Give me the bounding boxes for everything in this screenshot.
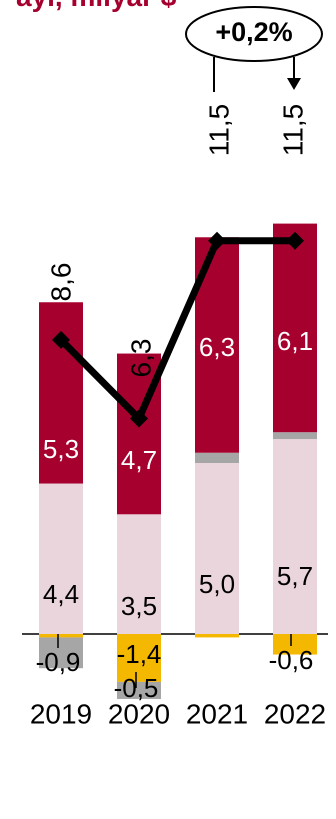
annotation-layer: +0,2% [185,6,323,92]
bars-layer [39,223,317,699]
bar-neg_yellow-2019 [39,634,83,638]
negative-label-2022: -0,6 [269,645,314,675]
annotation-text: +0,2% [215,17,292,47]
line-marker-2021 [208,231,226,250]
category-label-2021: 2021 [186,698,248,729]
bar-dark-2022 [273,223,317,433]
category-label-2020: 2020 [108,698,170,729]
bar-light-2022 [273,439,317,634]
bar-neg_yellow-2022 [273,634,317,655]
dark-label-2020: 4,7 [121,445,157,475]
light-label-2020: 3,5 [121,591,157,621]
dark-label-2019: 5,3 [43,434,79,464]
dark-label-2022: 6,1 [277,326,313,356]
line-series [58,237,295,425]
dark-label-2021: 6,3 [199,332,235,362]
line-marker-2022 [286,231,304,250]
bar-neg_yellow-2021 [195,634,239,638]
line-label-2019: 8,6 [45,263,76,302]
bar-neg_gray-2020 [117,681,161,699]
line-label-2020: 6,3 [125,339,156,378]
light-label-2021: 5,0 [199,569,235,599]
bar-gray_small-2022 [273,432,317,440]
line-marker-2019 [52,330,70,349]
annotation-arrow-head [287,78,301,90]
negative-label-2020: -1,4 [117,639,162,669]
labels-layer: 2019 2020 2021 2022 5,3 4,7 6,3 6,1 4,4 3,5 5,0 5,7… [30,104,326,730]
bar-light-2021 [195,463,239,634]
bar-light-2020 [117,514,161,634]
annotation-ellipse [185,6,323,62]
line-label-2022: 11,5 [277,104,308,156]
bar-neg_gray-2019 [39,637,83,669]
chart-title: ayı, milyar $ [16,0,177,12]
bar-gray_small-2021 [195,452,239,463]
light-label-2019: 4,4 [43,579,79,609]
line-layer [52,231,304,428]
category-label-2022: 2022 [264,698,326,729]
light-label-2022: 5,7 [277,561,313,591]
line-marker-2020 [130,409,148,428]
category-label-2019: 2019 [30,698,92,729]
line-label-2021: 11,5 [203,104,234,156]
bar-light-2019 [39,483,83,634]
negative-label-2019: -0,9 [36,647,81,677]
bar-neg_yellow-2020 [117,634,161,682]
